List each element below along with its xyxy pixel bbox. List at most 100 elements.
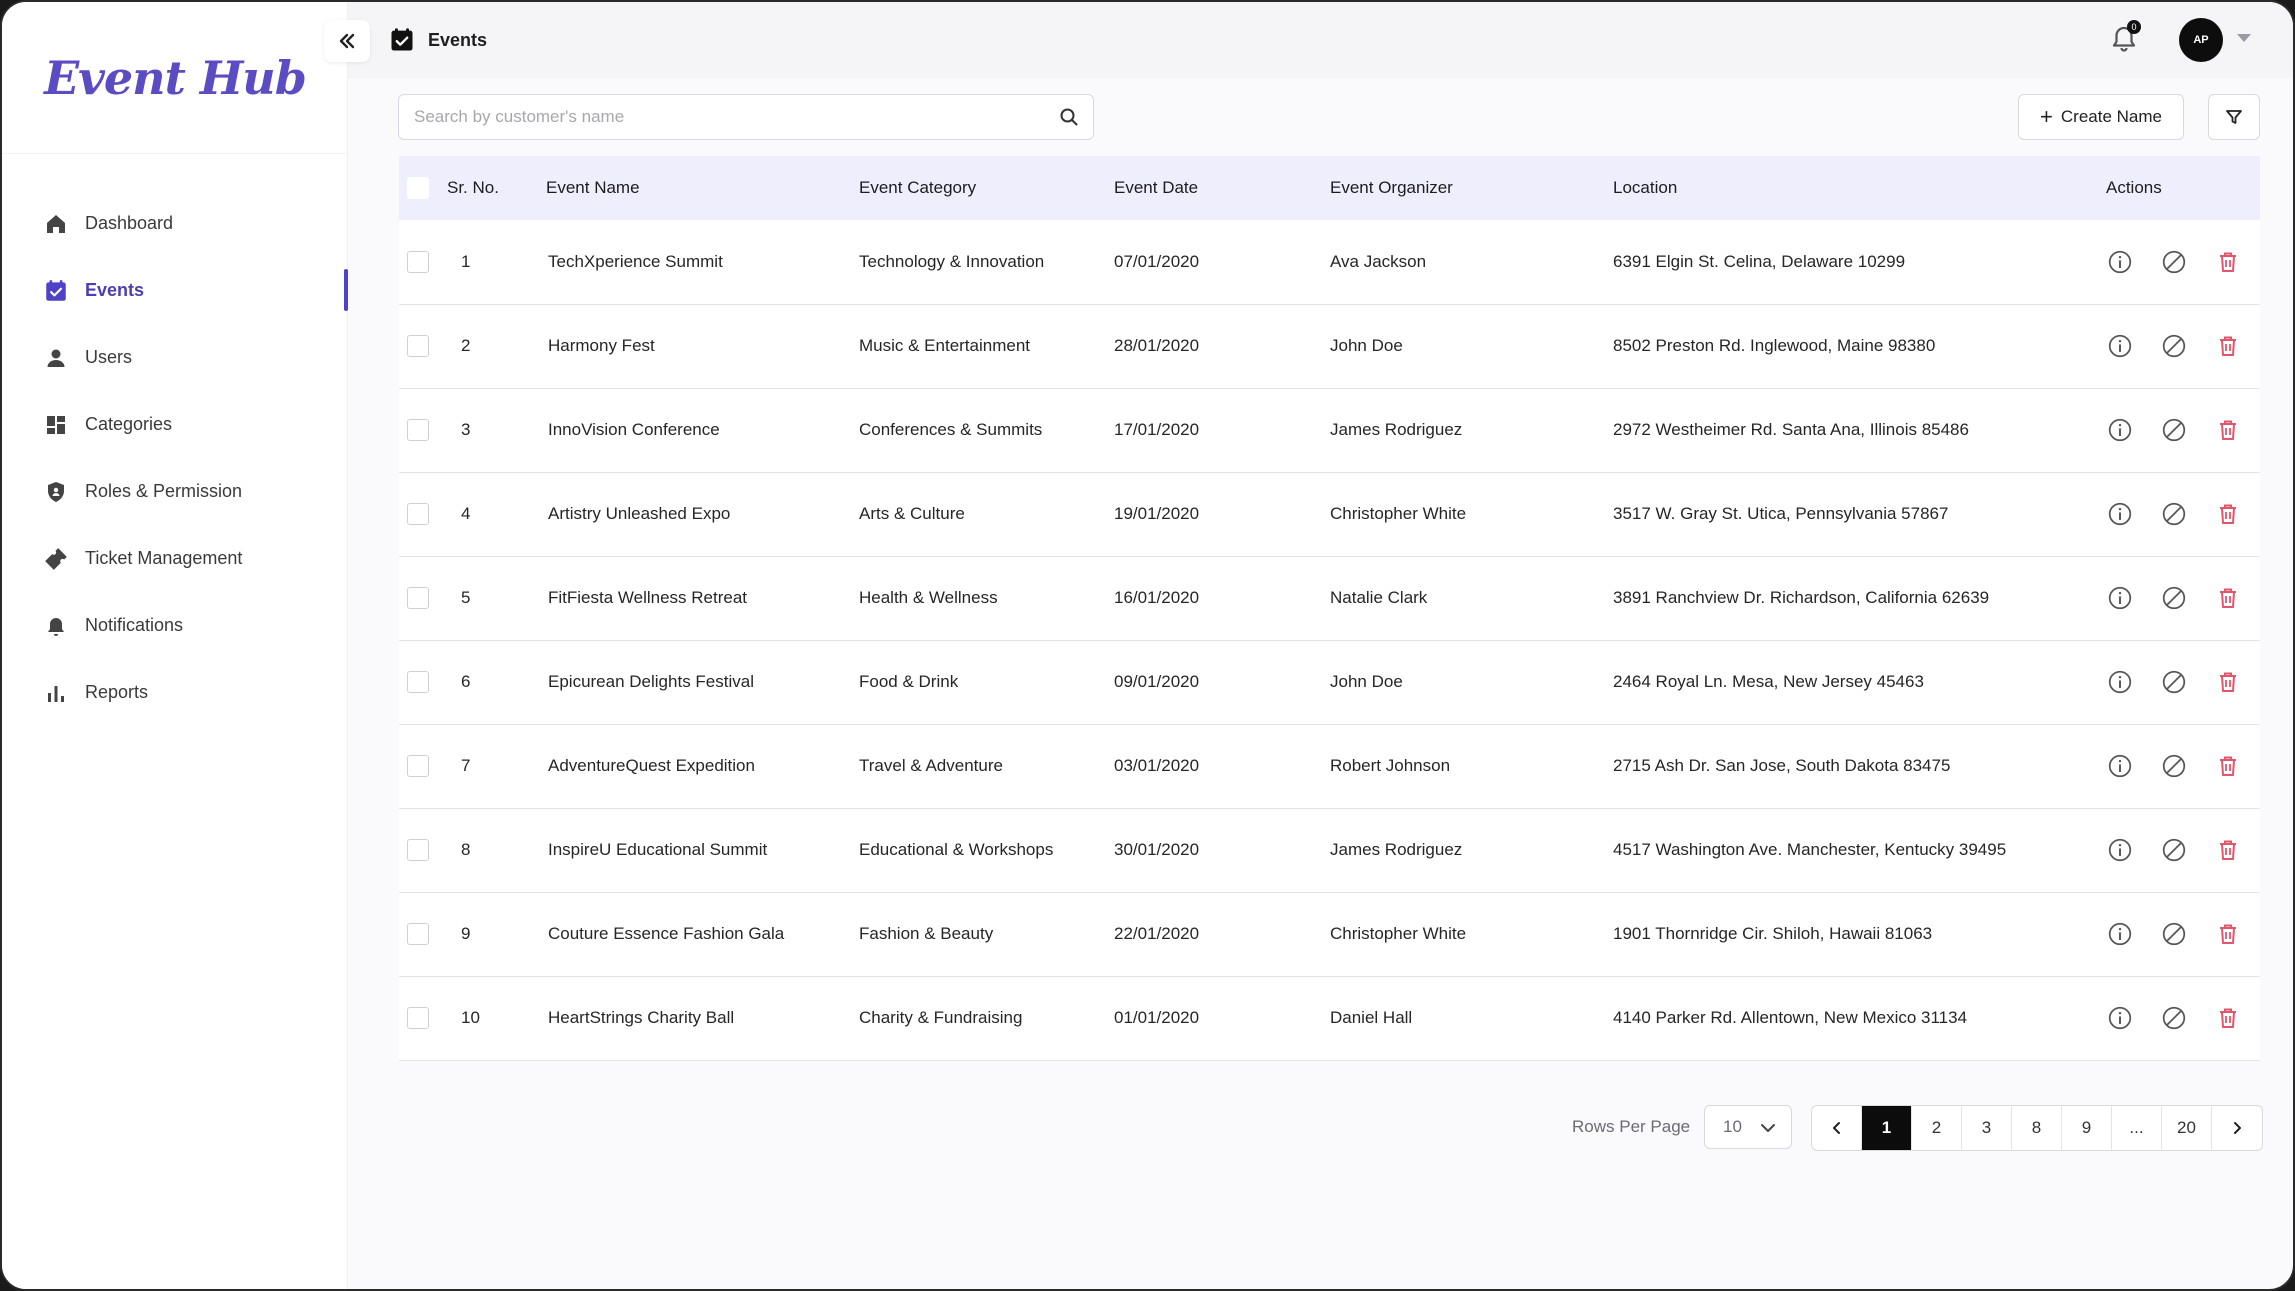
table-row[interactable]: 8 InspireU Educational Summit Educational …: [399, 808, 2260, 892]
cell-event-category: Arts & Culture: [859, 504, 965, 523]
row-checkbox[interactable]: [407, 671, 429, 693]
table-row[interactable]: 1 TechXperience Summit Technology & Innova…: [399, 220, 2260, 304]
cell-location: 8502 Preston Rd. Inglewood, Maine 98380: [1613, 336, 1936, 355]
search-input[interactable]: [399, 95, 1019, 139]
block-icon[interactable]: [2160, 920, 2188, 948]
cell-event-name: Artistry Unleashed Expo: [548, 504, 731, 523]
block-icon[interactable]: [2160, 332, 2188, 360]
info-icon[interactable]: [2106, 836, 2134, 864]
sidebar-item-events[interactable]: Events: [2, 257, 348, 324]
sidebar-item-dashboard[interactable]: Dashboard: [2, 190, 348, 257]
block-icon[interactable]: [2160, 1004, 2188, 1032]
block-icon[interactable]: [2160, 584, 2188, 612]
page-button[interactable]: 2: [1912, 1106, 1962, 1150]
row-checkbox[interactable]: [407, 335, 429, 357]
row-checkbox[interactable]: [407, 839, 429, 861]
trash-icon[interactable]: [2214, 584, 2242, 612]
table-row[interactable]: 3 InnoVision Conference Conferences & Summ…: [399, 388, 2260, 472]
column-header[interactable]: Sr. No.: [447, 178, 499, 197]
table-row[interactable]: 9 Couture Essence Fashion Gala Fashion & B…: [399, 892, 2260, 976]
collapse-sidebar-button[interactable]: [324, 20, 370, 62]
info-icon[interactable]: [2106, 416, 2134, 444]
sidebar-item-categories[interactable]: Categories: [2, 391, 348, 458]
info-icon[interactable]: [2106, 248, 2134, 276]
block-icon[interactable]: [2160, 416, 2188, 444]
sidebar-nav: Dashboard Events Users Categories Roles & Pe…: [2, 190, 348, 726]
table-row[interactable]: 5 FitFiesta Wellness Retreat Health & Well…: [399, 556, 2260, 640]
cell-location: 2464 Royal Ln. Mesa, New Jersey 45463: [1613, 672, 1924, 691]
logo[interactable]: Event Hub: [2, 2, 348, 154]
search-icon[interactable]: [1059, 107, 1079, 127]
trash-icon[interactable]: [2214, 332, 2242, 360]
chevron-down-icon: [1761, 1124, 1775, 1132]
trash-icon[interactable]: [2214, 248, 2242, 276]
trash-icon[interactable]: [2214, 500, 2242, 528]
select-all-checkbox[interactable]: [407, 177, 429, 199]
row-checkbox[interactable]: [407, 250, 429, 273]
block-icon[interactable]: [2160, 668, 2188, 696]
chevron-down-icon[interactable]: [2237, 34, 2251, 42]
cell-event-date: 17/01/2020: [1114, 420, 1200, 439]
row-actions: [2082, 500, 2260, 528]
page-button[interactable]: 8: [2012, 1106, 2062, 1150]
cell-location: 2972 Westheimer Rd. Santa Ana, Illinois …: [1613, 420, 1969, 439]
info-icon[interactable]: [2106, 1004, 2134, 1032]
page-button[interactable]: 1: [1862, 1106, 1912, 1150]
page-button[interactable]: 3: [1962, 1106, 2012, 1150]
page-button[interactable]: 9: [2062, 1106, 2112, 1150]
block-icon[interactable]: [2160, 500, 2188, 528]
info-icon[interactable]: [2106, 668, 2134, 696]
table-row[interactable]: 2 Harmony Fest Music & Entertainment 28/01/…: [399, 304, 2260, 388]
row-checkbox[interactable]: [407, 419, 429, 441]
row-checkbox[interactable]: [407, 923, 429, 945]
row-checkbox[interactable]: [407, 587, 429, 609]
filter-button[interactable]: [2208, 94, 2260, 140]
column-header[interactable]: Event Category: [859, 178, 977, 197]
next-page-button[interactable]: [2212, 1106, 2262, 1150]
trash-icon[interactable]: [2214, 836, 2242, 864]
trash-icon[interactable]: [2214, 920, 2242, 948]
sidebar-item-reports[interactable]: Reports: [2, 659, 348, 726]
notifications-button[interactable]: 0: [2109, 20, 2143, 56]
cell-event-date: 01/01/2020: [1114, 1008, 1200, 1027]
block-icon[interactable]: [2160, 752, 2188, 780]
create-name-button[interactable]: + Create Name: [2018, 94, 2184, 140]
block-icon[interactable]: [2160, 248, 2188, 276]
prev-page-button[interactable]: [1812, 1106, 1862, 1150]
info-icon[interactable]: [2106, 332, 2134, 360]
rows-per-page-select[interactable]: 10: [1704, 1105, 1792, 1149]
info-icon[interactable]: [2106, 500, 2134, 528]
column-header: Actions: [2106, 178, 2162, 197]
sidebar-item-users[interactable]: Users: [2, 324, 348, 391]
column-header[interactable]: Event Name: [546, 178, 640, 197]
sidebar-item-ticket-management[interactable]: Ticket Management: [2, 525, 348, 592]
table-row[interactable]: 6 Epicurean Delights Festival Food & Drink…: [399, 640, 2260, 724]
table-row[interactable]: 4 Artistry Unleashed Expo Arts & Culture 19…: [399, 472, 2260, 556]
page-button[interactable]: 20: [2162, 1106, 2212, 1150]
trash-icon[interactable]: [2214, 752, 2242, 780]
column-header[interactable]: Event Date: [1114, 178, 1199, 197]
table-row[interactable]: 10 HeartStrings Charity Ball Charity & Fun…: [399, 976, 2260, 1060]
cell-event-category: Fashion & Beauty: [859, 924, 994, 943]
info-icon[interactable]: [2106, 584, 2134, 612]
column-header[interactable]: Event Organizer: [1330, 178, 1453, 197]
info-icon[interactable]: [2106, 752, 2134, 780]
row-checkbox[interactable]: [407, 503, 429, 525]
trash-icon[interactable]: [2214, 416, 2242, 444]
block-icon[interactable]: [2160, 836, 2188, 864]
row-checkbox[interactable]: [407, 1007, 429, 1029]
avatar[interactable]: AP: [2179, 18, 2223, 62]
sidebar-item-roles-permission[interactable]: Roles & Permission: [2, 458, 348, 525]
cell-sr-no: 3: [461, 420, 471, 439]
trash-icon[interactable]: [2214, 668, 2242, 696]
table-row[interactable]: 7 AdventureQuest Expedition Travel & Adven…: [399, 724, 2260, 808]
column-header[interactable]: Location: [1613, 178, 1678, 197]
info-icon[interactable]: [2106, 920, 2134, 948]
cell-event-category: Charity & Fundraising: [859, 1008, 1023, 1027]
cell-event-organizer: James Rodriguez: [1330, 420, 1463, 439]
cell-event-category: Technology & Innovation: [859, 251, 1045, 271]
sidebar-item-notifications[interactable]: Notifications: [2, 592, 348, 659]
cell-sr-no: 8: [461, 840, 471, 859]
row-checkbox[interactable]: [407, 755, 429, 777]
trash-icon[interactable]: [2214, 1004, 2242, 1032]
